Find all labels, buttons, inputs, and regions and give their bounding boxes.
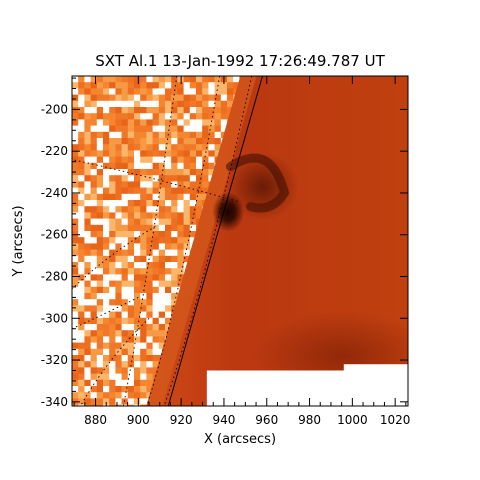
- heliographic-grid: [72, 76, 253, 406]
- grid-line-3: [80, 317, 150, 406]
- x-axis-ticks: 880 900 920 940 960 980 1000 1020: [73, 76, 411, 427]
- x-tick-label: 960: [255, 413, 278, 427]
- bright-kernel: [212, 191, 245, 232]
- y-tick-label: -200: [41, 102, 68, 116]
- grid-line-2: [163, 76, 253, 406]
- x-tick-label: 1000: [337, 413, 368, 427]
- y-tick-label: -280: [41, 270, 68, 284]
- grid-line-4: [72, 296, 139, 330]
- y-tick-label: -260: [41, 228, 68, 242]
- x-tick-label: 880: [84, 413, 107, 427]
- x-tick-label: 900: [127, 413, 150, 427]
- x-tick-label: 1020: [380, 413, 411, 427]
- plot-frame: [71, 75, 409, 407]
- x-tick-label: 940: [212, 413, 235, 427]
- y-tick-label: -240: [41, 186, 68, 200]
- y-tick-label: -300: [41, 311, 68, 325]
- loop-arc: [225, 153, 290, 213]
- grid-line-1: [146, 76, 221, 406]
- x-tick-label: 920: [170, 413, 193, 427]
- y-tick-label: -320: [41, 353, 68, 367]
- y-tick-label: -340: [41, 395, 68, 409]
- missing-data-strip: [343, 364, 408, 372]
- x-axis-label: X (arcsecs): [204, 432, 276, 447]
- missing-data-region: [206, 370, 408, 406]
- x-tick-label: 980: [298, 413, 321, 427]
- y-tick-label: -220: [41, 144, 68, 158]
- solar-limb-line: [167, 76, 263, 406]
- grid-line-6: [72, 225, 156, 290]
- y-axis-ticks: -200 -220 -240 -260 -280 -300 -320 -340: [41, 77, 408, 409]
- y-axis-label: Y (arcsecs): [11, 205, 26, 277]
- chart-title: SXT Al.1 13-Jan-1992 17:26:49.787 UT: [95, 52, 385, 70]
- heatmap-image: [72, 76, 408, 406]
